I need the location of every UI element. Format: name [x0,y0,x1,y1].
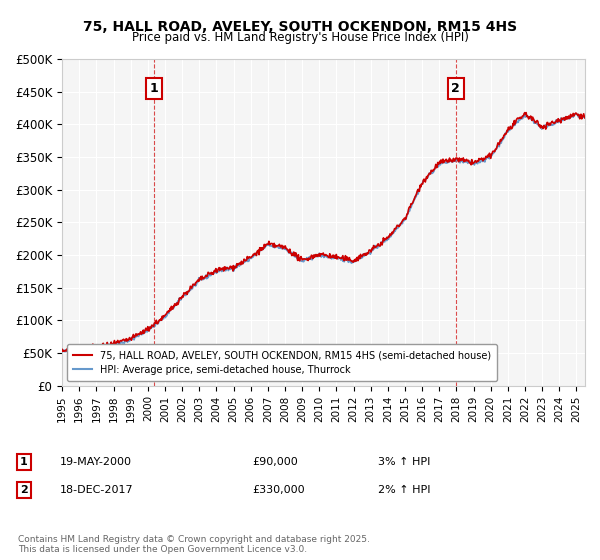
Text: £330,000: £330,000 [252,485,305,495]
Text: 3% ↑ HPI: 3% ↑ HPI [378,457,430,467]
Text: £90,000: £90,000 [252,457,298,467]
Text: 1: 1 [150,82,159,95]
Text: 2% ↑ HPI: 2% ↑ HPI [378,485,431,495]
Text: Price paid vs. HM Land Registry's House Price Index (HPI): Price paid vs. HM Land Registry's House … [131,31,469,44]
Text: 2: 2 [451,82,460,95]
Text: 75, HALL ROAD, AVELEY, SOUTH OCKENDON, RM15 4HS: 75, HALL ROAD, AVELEY, SOUTH OCKENDON, R… [83,20,517,34]
Text: 19-MAY-2000: 19-MAY-2000 [60,457,132,467]
Text: 2: 2 [20,485,28,495]
Text: Contains HM Land Registry data © Crown copyright and database right 2025.
This d: Contains HM Land Registry data © Crown c… [18,535,370,554]
Text: 1: 1 [20,457,28,467]
Legend: 75, HALL ROAD, AVELEY, SOUTH OCKENDON, RM15 4HS (semi-detached house), HPI: Aver: 75, HALL ROAD, AVELEY, SOUTH OCKENDON, R… [67,344,497,381]
Text: 18-DEC-2017: 18-DEC-2017 [60,485,134,495]
